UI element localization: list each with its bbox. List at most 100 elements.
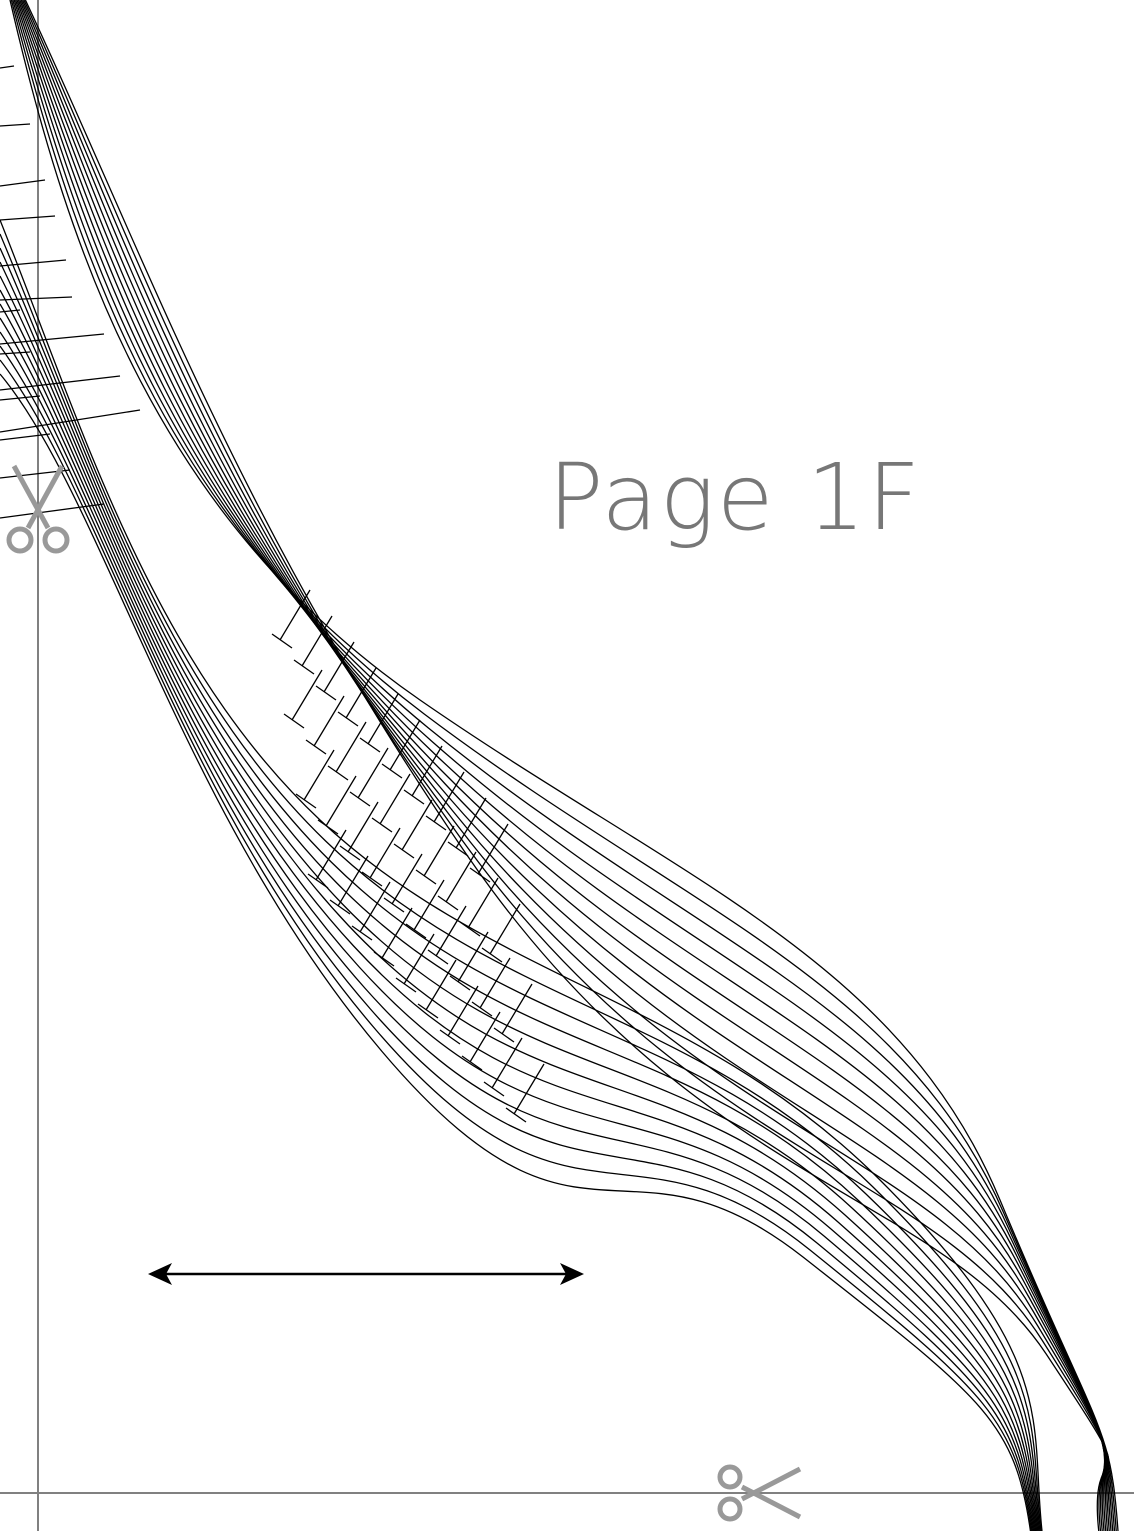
notch-tick [337, 711, 359, 727]
curve-line [0, 275, 1039, 1531]
notch-line [325, 775, 357, 827]
curve-line [0, 359, 1033, 1531]
notch-line [389, 719, 421, 771]
notch-tick [349, 791, 371, 807]
notch-line [391, 853, 423, 905]
curve-line [0, 331, 1035, 1531]
notch-tick [305, 739, 327, 755]
notch-tick [405, 923, 427, 939]
notch-line [501, 983, 533, 1035]
notch-line [335, 721, 367, 773]
notch-tick [483, 1081, 505, 1097]
notch-tick [381, 763, 403, 779]
notch-line [479, 957, 511, 1009]
curve-line [0, 317, 1036, 1531]
notch-line [433, 771, 465, 823]
notch-line [435, 905, 467, 957]
scissors-icon [717, 1464, 802, 1522]
notch-tick [447, 841, 469, 857]
curve-line [24, 0, 1110, 1531]
notch-line [445, 851, 477, 903]
notch-tick [403, 789, 425, 805]
notch-line [367, 693, 399, 745]
notch-line [345, 667, 377, 719]
grainline-arrow [148, 1263, 584, 1285]
notch-tick [471, 1001, 493, 1017]
notch-line [313, 695, 345, 747]
curve-line [0, 261, 1040, 1531]
notch-tick [393, 843, 415, 859]
notch-line [489, 903, 521, 955]
notch-line [467, 877, 499, 929]
notch-line [413, 879, 445, 931]
notch-tick [395, 977, 417, 993]
notch-tick [359, 737, 381, 753]
notch-line [457, 931, 489, 983]
pattern-curves-main [9, 0, 1119, 1531]
notch-tick [317, 819, 339, 835]
notch-tick [461, 1055, 483, 1071]
notch-line [513, 1063, 545, 1115]
arrow-right-head [560, 1263, 584, 1285]
notch-tick [373, 951, 395, 967]
notch-tick [427, 949, 449, 965]
curve-line [10, 0, 1117, 1531]
notch-line [369, 827, 401, 879]
notch-line [411, 745, 443, 797]
notch-tick [425, 815, 447, 831]
curve-line [0, 247, 1041, 1531]
curve-line [0, 345, 1034, 1531]
notch-tick [469, 867, 491, 883]
notch-tick [493, 1027, 515, 1043]
curve-line [0, 303, 1037, 1531]
curve-line [19, 0, 1107, 1531]
notch-tick [449, 975, 471, 991]
curve-line [13, 0, 1114, 1531]
notch-tick [307, 873, 329, 889]
notch-tick [481, 947, 503, 963]
notch-tick [505, 1107, 527, 1123]
curve-line [22, 0, 1107, 1531]
notch-line [469, 1011, 501, 1063]
notch-line [301, 615, 333, 667]
notch-line [303, 749, 335, 801]
notch-line [455, 797, 487, 849]
notch-marks [271, 589, 545, 1123]
curve-line [0, 373, 1032, 1531]
curve-line [14, 0, 1112, 1531]
notch-tick [361, 871, 383, 887]
notch-tick [283, 713, 305, 729]
notch-tick [329, 899, 351, 915]
notch-line [447, 985, 479, 1037]
notch-tick [383, 897, 405, 913]
curve-line [12, 0, 1116, 1531]
curve-line [0, 233, 1042, 1531]
notch-tick [351, 925, 373, 941]
notch-line [347, 801, 379, 853]
notch-tick [271, 633, 293, 649]
curve-line [17, 0, 1109, 1531]
notch-line [425, 959, 457, 1011]
notch-line [337, 855, 369, 907]
notch-line [491, 1037, 523, 1089]
notch-tick [459, 921, 481, 937]
notch-tick [339, 845, 361, 861]
arrow-left-head [148, 1263, 172, 1285]
notch-line [423, 825, 455, 877]
size-lines-left [0, 65, 141, 519]
notch-line [357, 747, 389, 799]
notch-line [359, 881, 391, 933]
page-label: Page 1F [548, 444, 923, 551]
curve-line [0, 219, 1043, 1531]
notch-line [279, 589, 311, 641]
notch-line [477, 823, 509, 875]
notch-tick [417, 1003, 439, 1019]
notch-line [379, 773, 411, 825]
curve-line [20, 0, 1106, 1531]
notch-line [401, 799, 433, 851]
notch-tick [293, 659, 315, 675]
curve-line [9, 0, 1119, 1531]
notch-tick [295, 793, 317, 809]
